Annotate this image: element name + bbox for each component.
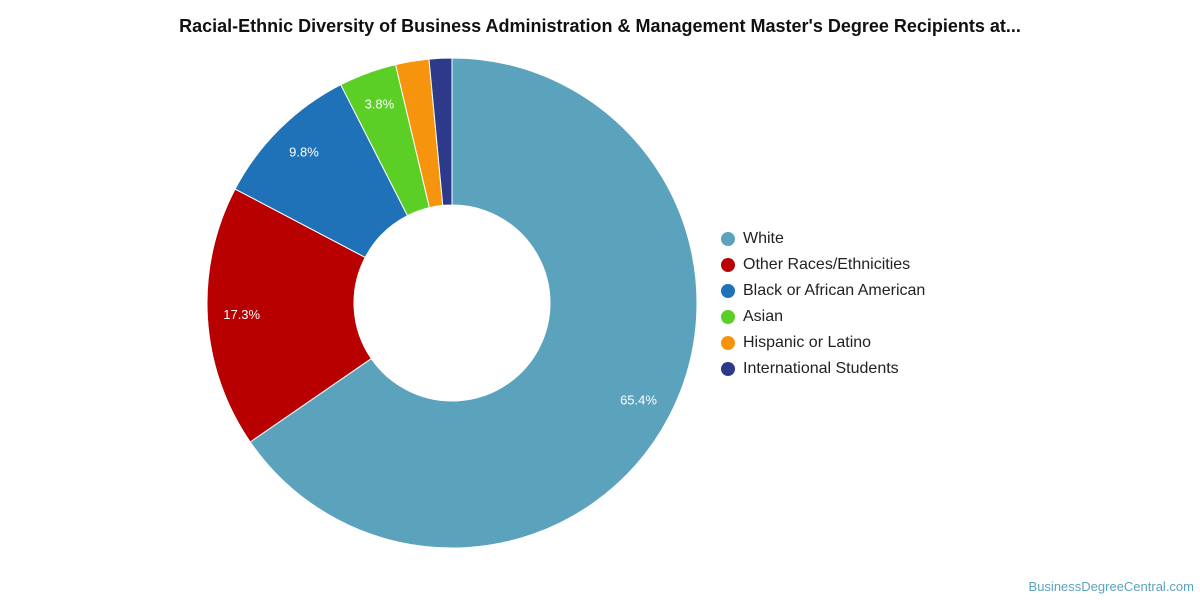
legend-swatch	[721, 310, 735, 324]
slice-other-races-ethnicities[interactable]	[206, 188, 372, 443]
source-credit[interactable]: BusinessDegreeCentral.com	[1028, 579, 1194, 594]
legend-item[interactable]: Hispanic or Latino	[721, 330, 925, 356]
legend-swatch	[721, 284, 735, 298]
legend-item[interactable]: Asian	[721, 304, 925, 330]
legend-swatch	[721, 258, 735, 272]
legend-swatch	[721, 362, 735, 376]
slice-label: 65.4%	[620, 392, 657, 407]
slice-labels: 65.4% 17.3% 9.8% 3.8%	[223, 97, 657, 408]
legend-label: International Students	[743, 360, 899, 377]
legend-label: White	[743, 230, 784, 247]
slice-label: 17.3%	[223, 307, 260, 322]
slice-international-students[interactable]	[428, 57, 453, 206]
chart-title: Racial-Ethnic Diversity of Business Admi…	[179, 16, 1021, 36]
legend-label: Asian	[743, 308, 784, 325]
slice-white[interactable]	[249, 57, 698, 549]
legend-item[interactable]: White	[721, 226, 925, 252]
legend-label: Black or African American	[743, 282, 926, 299]
slice-label: 9.8%	[289, 145, 319, 160]
chart-legend: White Other Races/Ethnicities Black or Afr…	[721, 226, 925, 382]
legend-label: Hispanic or Latino	[743, 334, 872, 351]
legend-label: Other Races/Ethnicities	[743, 256, 911, 273]
legend-swatch	[721, 232, 735, 246]
legend-item[interactable]: International Students	[721, 356, 925, 382]
donut-slices	[206, 57, 698, 549]
legend-item[interactable]: Black or African American	[721, 278, 925, 304]
legend-item[interactable]: Other Races/Ethnicities	[721, 252, 925, 278]
legend-swatch	[721, 336, 735, 350]
slice-label: 3.8%	[365, 97, 395, 112]
